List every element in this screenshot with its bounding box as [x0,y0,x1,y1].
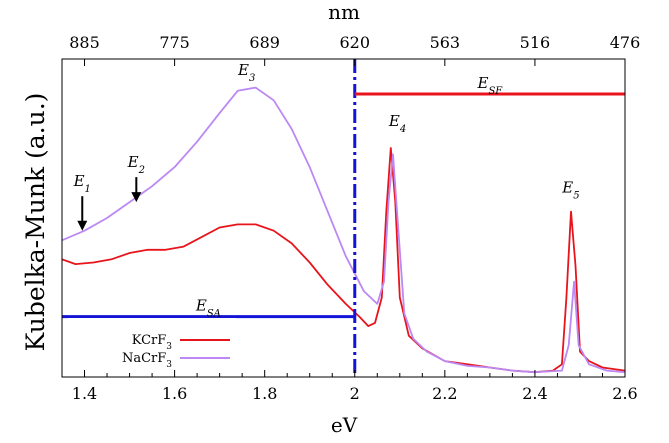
top-axis-label: nm [328,0,360,24]
reference-lines: ESA ESF [62,59,625,377]
x-tick-label: 1.6 [162,384,187,403]
top-axis: 885 775 689 620 563 516 476 [69,33,640,66]
x-tick-label: 2.4 [522,384,547,403]
top-tick-label: 516 [520,33,551,52]
annotation-e3: E3 [237,61,255,84]
plot-frame [61,58,626,378]
annotation-e2: E2 [127,153,145,176]
arrowhead-e2 [131,192,142,203]
x-tick-label: 1.4 [72,384,97,403]
reference-label-sf: ESF [477,74,504,97]
x-tick-label: 2 [350,384,360,403]
annotation-e4: E4 [388,112,406,135]
x-axis-label: eV [331,413,358,437]
x-tick-label: 2.2 [432,384,457,403]
annotations: E1 E2 E3 E4 E5 [73,61,580,231]
reference-label-sa: ESA [195,297,221,320]
top-tick-label: 476 [610,33,641,52]
y-axis-label: Kubelka-Munk (a.u.) [21,93,50,352]
series-lines [62,86,625,374]
top-tick-label: 775 [159,33,190,52]
series-line-2 [62,86,625,374]
x-axis: 1.4 1.6 1.8 2 2.2 2.4 2.6 [61,370,638,403]
x-tick-label: 1.8 [252,384,277,403]
top-tick-label: 563 [430,33,461,52]
arrowhead-e1 [77,220,88,231]
annotation-e1: E1 [73,172,91,195]
legend-label-2: NaCrF3 [122,351,172,370]
legend-box [68,318,236,370]
top-tick-label: 689 [249,33,280,52]
x-tick-label: 2.6 [612,384,637,403]
annotation-e5: E5 [561,179,579,202]
series-line-1 [62,147,625,374]
top-tick-label: 620 [339,33,370,52]
top-tick-label: 885 [69,33,100,52]
legend-label-1: KCrF3 [132,333,173,352]
